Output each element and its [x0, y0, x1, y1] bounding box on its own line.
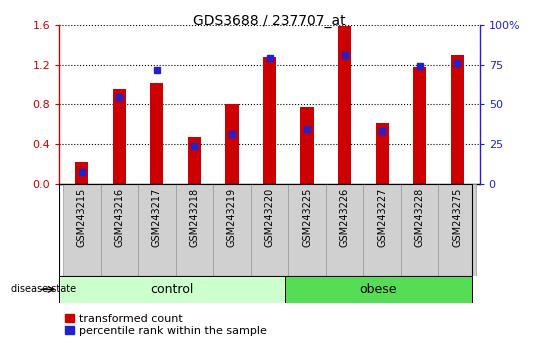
FancyBboxPatch shape: [101, 184, 138, 276]
Text: GSM243228: GSM243228: [414, 188, 425, 247]
Text: GSM243219: GSM243219: [227, 188, 237, 247]
FancyBboxPatch shape: [63, 184, 101, 276]
Bar: [338, 26, 351, 184]
Bar: [150, 82, 163, 184]
Text: GSM243215: GSM243215: [77, 188, 87, 247]
FancyBboxPatch shape: [288, 184, 326, 276]
Text: GSM243217: GSM243217: [152, 188, 162, 247]
Text: GSM243216: GSM243216: [114, 188, 125, 247]
Bar: [225, 104, 239, 184]
FancyBboxPatch shape: [438, 184, 476, 276]
FancyBboxPatch shape: [326, 184, 363, 276]
Bar: [188, 137, 201, 184]
Text: GSM243218: GSM243218: [189, 188, 199, 247]
Bar: [285, 276, 472, 303]
Bar: [75, 162, 88, 184]
Bar: [300, 107, 314, 184]
FancyBboxPatch shape: [251, 184, 288, 276]
FancyBboxPatch shape: [363, 184, 401, 276]
Legend: transformed count, percentile rank within the sample: transformed count, percentile rank withi…: [65, 314, 267, 336]
Bar: [263, 57, 276, 184]
Text: GSM243226: GSM243226: [340, 188, 350, 247]
FancyBboxPatch shape: [138, 184, 176, 276]
Bar: [59, 276, 285, 303]
Bar: [451, 55, 464, 184]
Bar: [413, 67, 426, 184]
Text: control: control: [150, 283, 194, 296]
Text: GSM243275: GSM243275: [452, 188, 462, 247]
Text: obese: obese: [360, 283, 397, 296]
Text: GSM243227: GSM243227: [377, 188, 387, 247]
Text: GDS3688 / 237707_at: GDS3688 / 237707_at: [193, 14, 346, 28]
Bar: [113, 90, 126, 184]
Text: disease state: disease state: [11, 284, 76, 295]
FancyBboxPatch shape: [401, 184, 438, 276]
Text: GSM243220: GSM243220: [265, 188, 274, 247]
FancyBboxPatch shape: [176, 184, 213, 276]
Bar: [376, 123, 389, 184]
FancyBboxPatch shape: [213, 184, 251, 276]
Text: GSM243225: GSM243225: [302, 188, 312, 247]
